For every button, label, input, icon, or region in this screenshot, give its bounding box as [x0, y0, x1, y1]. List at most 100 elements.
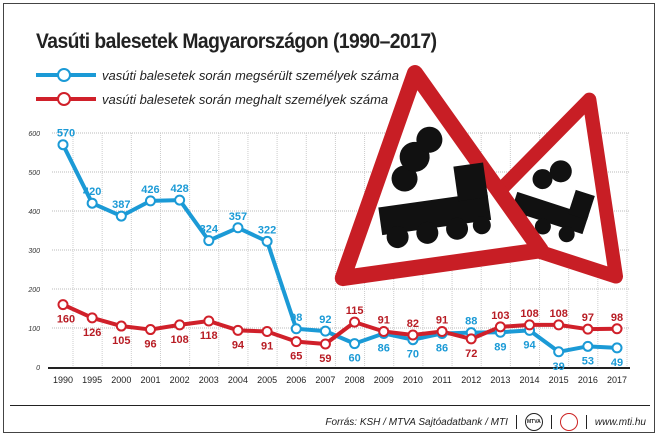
x-tick-label: 2017 [607, 375, 627, 385]
axes: 0 100 200 300 400 500 600 1990 1995 2000 2001 2002 2… [27, 131, 630, 385]
x-tick-label: 2002 [170, 375, 190, 385]
data-point [232, 222, 244, 234]
data-point [86, 197, 98, 209]
data-point [319, 338, 331, 350]
data-label: 91 [436, 315, 448, 327]
data-label: 324 [200, 224, 219, 236]
website-link[interactable]: www.mti.hu [594, 416, 646, 428]
data-label: 91 [261, 341, 273, 353]
data-label: 105 [112, 335, 130, 347]
data-label: 89 [494, 341, 506, 353]
y-tick-label: 500 [28, 170, 40, 177]
x-tick-label: 2001 [140, 375, 160, 385]
data-point [174, 194, 186, 206]
y-tick-label: 200 [27, 287, 40, 294]
x-tick-label: 2004 [228, 375, 248, 385]
data-label: 322 [258, 224, 276, 236]
x-tick-label: 2014 [520, 375, 540, 385]
chart-title: Vasúti balesetek Magyarországon (1990–20… [36, 30, 437, 53]
data-label: 60 [348, 353, 360, 365]
x-tick-label: 2011 [432, 375, 451, 385]
data-label: 86 [378, 342, 390, 354]
data-label: 420 [83, 186, 101, 198]
data-point [524, 319, 536, 331]
mtva-logo: MTVA [524, 413, 543, 431]
x-tick-label: 2005 [257, 375, 277, 385]
data-point [57, 299, 69, 311]
data-label: 91 [378, 315, 390, 327]
data-point [261, 235, 273, 247]
data-label: 387 [112, 199, 130, 211]
data-point [465, 333, 477, 345]
x-tick-label: 1995 [82, 375, 102, 385]
data-point [436, 326, 448, 338]
series [57, 139, 623, 358]
locomotive-icon-front [378, 126, 492, 249]
data-point [57, 139, 69, 151]
source-text: Forrás: KSH / MTVA Sajtóadatbank / MTI [325, 416, 508, 428]
data-point [290, 323, 302, 335]
x-tick-label: 2007 [315, 375, 335, 385]
data-point [144, 324, 156, 336]
data-label: 108 [550, 308, 568, 320]
footer: Forrás: KSH / MTVA Sajtóadatbank / MTI M… [325, 413, 646, 431]
data-point [203, 235, 215, 247]
separator [550, 415, 552, 429]
data-label: 82 [407, 318, 419, 330]
data-point [115, 210, 127, 222]
data-point [582, 323, 594, 335]
footer-divider [10, 405, 650, 406]
x-tick-label: 2013 [490, 375, 510, 385]
data-point [378, 326, 390, 338]
data-point [553, 319, 565, 331]
data-label: 72 [465, 348, 477, 360]
data-point [261, 326, 273, 338]
x-tick-label: 2000 [111, 375, 131, 385]
data-label: 39 [553, 361, 565, 373]
x-tick-label: 2008 [345, 375, 365, 385]
y-tick-label: 100 [28, 326, 40, 333]
legend-swatch-killed [36, 91, 96, 107]
data-point [319, 325, 331, 337]
x-tick-label: 2009 [374, 375, 394, 385]
data-label: 98 [290, 312, 302, 324]
frame [3, 3, 655, 433]
data-label: 92 [319, 314, 331, 326]
data-label: 357 [229, 211, 247, 223]
data-label: 126 [83, 327, 101, 339]
x-tick-label: 2003 [199, 375, 219, 385]
data-label: 115 [346, 305, 364, 317]
data-point [115, 320, 127, 332]
railroad-crossing-signs [334, 65, 623, 287]
data-point [174, 319, 186, 331]
data-label: 426 [141, 184, 159, 196]
data-label: 86 [436, 342, 448, 354]
mti-logo [559, 413, 578, 431]
data-label: 70 [407, 349, 419, 361]
separator [585, 415, 587, 429]
y-tick-label: 400 [28, 209, 40, 216]
data-label: 94 [523, 339, 536, 351]
data-label: 94 [232, 339, 245, 351]
legend-item-killed: vasúti balesetek során meghalt személyek… [36, 91, 388, 107]
data-point [553, 346, 565, 358]
data-label: 428 [170, 183, 188, 195]
y-tick-label: 300 [28, 248, 40, 255]
data-label: 88 [465, 316, 477, 328]
locomotive-icon-back [511, 160, 595, 243]
x-tick-label: 1990 [53, 375, 73, 385]
warning-sign-front [334, 65, 549, 287]
data-point [203, 315, 215, 327]
data-label: 108 [520, 308, 538, 320]
legend-swatch-injured [36, 67, 96, 83]
data-point [144, 195, 156, 207]
data-point [232, 324, 244, 336]
x-tick-label: 2006 [286, 375, 306, 385]
data-label: 118 [200, 330, 218, 342]
data-label: 49 [611, 357, 623, 369]
y-tick-label: 600 [28, 131, 40, 138]
data-label: 98 [611, 312, 623, 324]
x-tick-label: 2016 [578, 375, 598, 385]
legend-label-killed: vasúti balesetek során meghalt személyek… [102, 91, 389, 107]
